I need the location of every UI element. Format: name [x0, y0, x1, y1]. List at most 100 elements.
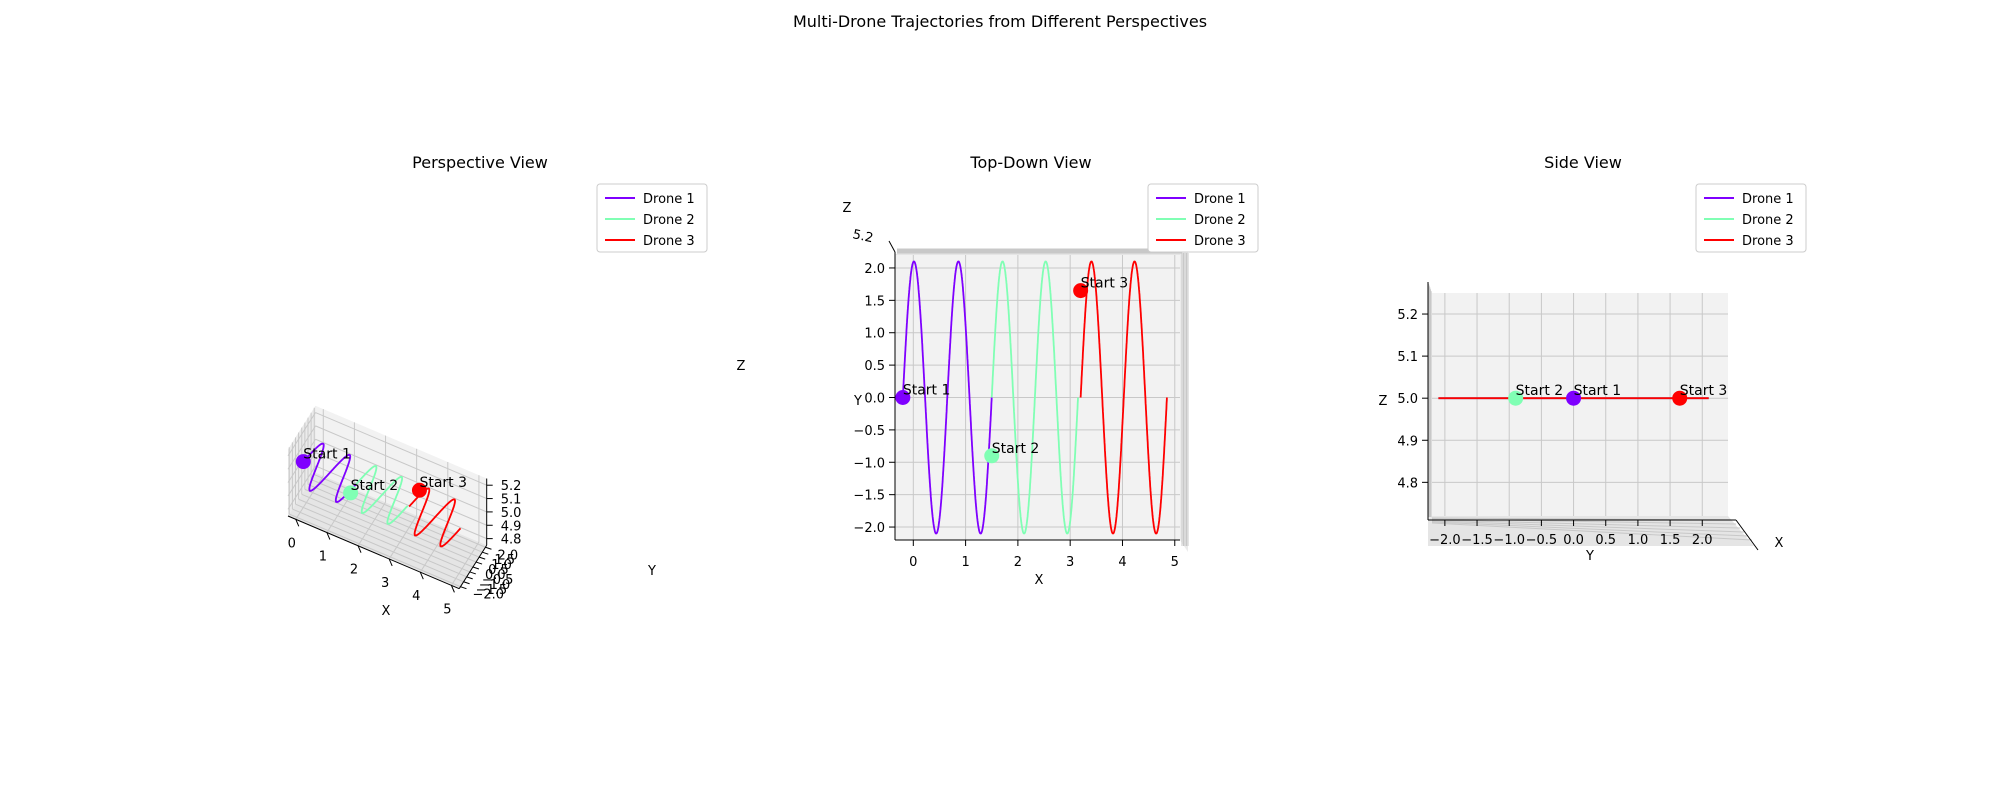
grid-line [315, 425, 487, 500]
grid-line [315, 412, 487, 486]
x-axis-stub [1735, 519, 1759, 551]
start-marker-3 [1672, 390, 1688, 406]
y-tick-label: −0.5 [1526, 533, 1558, 548]
z-tick-label: 5.1 [1397, 350, 1418, 365]
topdown-ylabel: Y [853, 394, 862, 409]
start-marker-1 [895, 390, 911, 405]
edge-grid-line [1431, 521, 1749, 537]
z-tick-label: 4.9 [501, 519, 522, 534]
z-tick-label: 5.0 [501, 506, 522, 521]
y-tick-label: 0.0 [1563, 533, 1584, 548]
perspective-xlabel: X [382, 604, 391, 619]
z-axis-stub [888, 240, 896, 253]
x-tick-label: 3 [1066, 555, 1074, 570]
side-zlabel: Z [1379, 394, 1388, 409]
y-tick-mark [479, 556, 486, 560]
legend-label-2: Drone 2 [1194, 213, 1246, 228]
y-tick-label: 2.0 [497, 548, 518, 563]
y-tick-mark [469, 571, 476, 575]
start-marker-2 [343, 485, 359, 501]
legend-frame [1147, 183, 1259, 253]
start-label-3: Start 3 [1081, 276, 1129, 292]
perspective-line-3 [408, 487, 462, 548]
y-tick-mark [482, 551, 489, 555]
x-tick-mark [450, 585, 455, 593]
y-tick-label: 0.5 [864, 359, 885, 374]
topdown-zlabel: Z [843, 201, 852, 216]
edge-grid-line [1431, 519, 1741, 529]
y-tick-label: −1.0 [853, 456, 885, 471]
y-tick-label: 1.5 [1660, 533, 1681, 548]
y-tick-label: 0.0 [485, 568, 506, 583]
y-tick-label: 2.0 [864, 262, 885, 277]
y-tick-label: 1.0 [864, 327, 885, 342]
grid-line [289, 513, 461, 588]
x-tick-mark [295, 519, 300, 527]
y-tick-label: 1.5 [864, 294, 885, 309]
topdown-panel: Top-Down View 0 1 2 3 4 5 −2.0 −1.5 −1.0 −0.5 0.0 0… [843, 153, 1259, 588]
topdown-legend: Drone 1 Drone 2 Drone 3 [1147, 183, 1259, 253]
side-legend: Drone 1 Drone 2 Drone 3 [1695, 183, 1807, 253]
x-tick-label: 4 [412, 589, 420, 604]
start-label-3: Start 3 [419, 475, 467, 491]
grid-line [304, 488, 477, 563]
start-label-2: Start 2 [1516, 383, 1564, 399]
perspective-subtitle: Perspective View [412, 153, 548, 172]
perspective-line-1 [302, 442, 357, 503]
z-tick-label: 4.8 [1397, 476, 1418, 491]
x-tick-label: 1 [319, 550, 327, 565]
y-tick-label: −1.5 [853, 489, 885, 504]
y-tick-mark [460, 586, 467, 590]
x-tick-label: 0 [288, 536, 296, 551]
topdown-xlabel: X [1035, 573, 1044, 588]
start-marker-3 [411, 482, 427, 498]
start-marker-1 [1566, 390, 1582, 406]
x-tick-label: 5 [443, 602, 451, 617]
start-label-1: Start 1 [1574, 383, 1622, 399]
x-tick-label: 5 [1171, 555, 1179, 570]
grid-line [301, 493, 474, 568]
legend-label-3: Drone 3 [643, 234, 695, 249]
start-label-1: Start 1 [303, 447, 351, 463]
y-tick-mark [472, 566, 480, 570]
perspective-zlabel: Z [737, 359, 746, 374]
y-tick-label: 0.0 [864, 392, 885, 407]
y-tick-label: −1.0 [479, 578, 511, 593]
topdown-line-2 [990, 260, 1079, 535]
z-tick-label: 5.1 [501, 493, 522, 508]
z-tick-label: 5.2 [1397, 308, 1418, 323]
topdown-line-3 [1079, 260, 1168, 535]
z-tick-label: 5.2 [851, 227, 874, 246]
legend-label-3: Drone 3 [1742, 234, 1794, 249]
grid-line [287, 452, 316, 497]
z-tick-label: 4.9 [1397, 434, 1418, 449]
x-axis-line [287, 515, 460, 590]
y-tick-label: −1.0 [1493, 533, 1525, 548]
start-marker-2 [1508, 390, 1524, 406]
start-label-3: Start 3 [1680, 383, 1728, 399]
z-tick-label: 5.0 [1397, 392, 1418, 407]
topdown-subtitle: Top-Down View [969, 153, 1091, 172]
legend-frame [596, 183, 708, 253]
x-tick-mark [388, 558, 393, 567]
grid-line [287, 465, 316, 510]
y-tick-label: 0.5 [488, 563, 509, 578]
z-tick-label: 4.8 [501, 533, 522, 548]
y-tick-label: 1.0 [1628, 533, 1649, 548]
x-tick-label: 1 [961, 555, 969, 570]
topdown-line-1 [901, 260, 993, 535]
grid-line [295, 503, 467, 578]
x-tick-mark [326, 532, 331, 540]
legend-label-2: Drone 2 [643, 213, 695, 228]
x-tick-label: 4 [1118, 555, 1126, 570]
y-tick-label: −2.0 [1429, 533, 1461, 548]
legend-label-1: Drone 1 [1194, 192, 1246, 207]
y-tick-label: −2.0 [853, 521, 885, 536]
start-marker-1 [295, 454, 311, 470]
edge-grid-line [1431, 520, 1745, 533]
grid-line [287, 425, 316, 470]
legend-label-3: Drone 3 [1194, 234, 1246, 249]
legend-label-1: Drone 1 [643, 192, 695, 207]
x-tick-label: 3 [381, 576, 389, 591]
